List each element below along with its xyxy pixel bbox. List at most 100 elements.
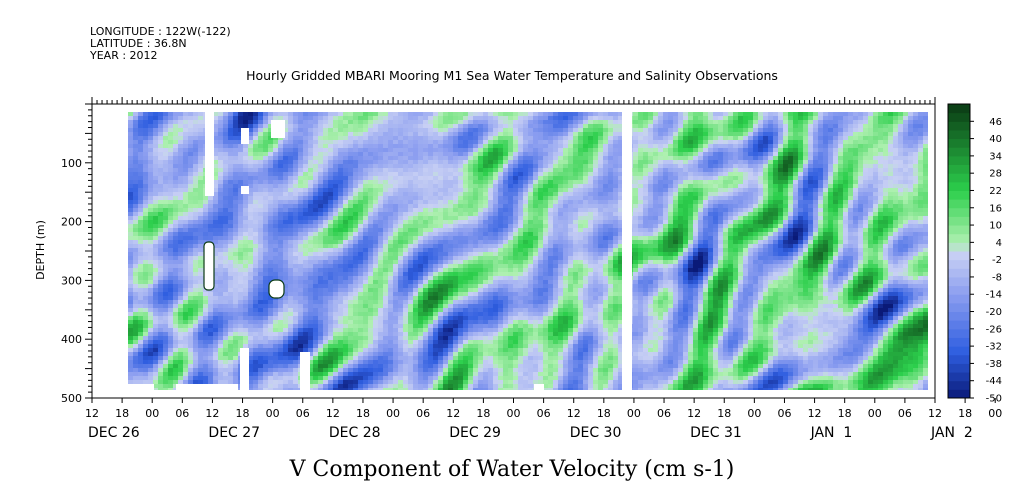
heatmap-cell bbox=[703, 124, 708, 128]
heatmap-cell bbox=[603, 176, 608, 180]
heatmap-cell bbox=[683, 188, 688, 192]
heatmap-cell bbox=[758, 216, 763, 220]
heatmap-cell bbox=[853, 144, 858, 148]
heatmap-cell bbox=[738, 220, 743, 224]
heatmap-cell bbox=[193, 168, 198, 172]
heatmap-cell bbox=[258, 188, 263, 192]
heatmap-cell bbox=[618, 132, 623, 136]
heatmap-cell bbox=[888, 112, 893, 116]
heatmap-cell bbox=[423, 228, 428, 232]
heatmap-cell bbox=[598, 192, 603, 196]
heatmap-cell bbox=[503, 128, 508, 132]
heatmap-cell bbox=[353, 220, 358, 224]
heatmap-cell bbox=[793, 224, 798, 228]
heatmap-cell bbox=[343, 148, 348, 152]
heatmap-cell bbox=[873, 232, 878, 236]
heatmap-cell bbox=[748, 200, 753, 204]
heatmap-cell bbox=[878, 136, 883, 140]
heatmap-cell bbox=[488, 120, 493, 124]
heatmap-cell bbox=[143, 112, 148, 116]
heatmap-cell bbox=[843, 168, 848, 172]
heatmap-cell bbox=[183, 112, 188, 116]
heatmap-cell bbox=[343, 220, 348, 224]
heatmap-cell bbox=[828, 180, 833, 184]
heatmap-cell bbox=[408, 156, 413, 160]
heatmap-cell bbox=[648, 168, 653, 172]
heatmap-cell bbox=[353, 184, 358, 188]
heatmap-cell bbox=[238, 140, 243, 144]
heatmap-cell bbox=[593, 136, 598, 140]
heatmap-cell bbox=[718, 196, 723, 200]
heatmap-cell bbox=[458, 228, 463, 232]
heatmap-cell bbox=[388, 112, 393, 116]
heatmap-cell bbox=[848, 136, 853, 140]
heatmap-cell bbox=[173, 160, 178, 164]
heatmap-cell bbox=[313, 216, 318, 220]
heatmap-cell bbox=[703, 224, 708, 228]
heatmap-cell bbox=[813, 184, 818, 188]
heatmap-cell bbox=[778, 200, 783, 204]
heatmap-cell bbox=[283, 116, 288, 120]
heatmap-cell bbox=[228, 220, 233, 224]
heatmap-cell bbox=[433, 216, 438, 220]
heatmap-cell bbox=[678, 192, 683, 196]
heatmap-cell bbox=[698, 180, 703, 184]
heatmap-cell bbox=[218, 236, 223, 240]
heatmap-cell bbox=[773, 184, 778, 188]
heatmap-cell bbox=[873, 224, 878, 228]
heatmap-cell bbox=[313, 232, 318, 236]
heatmap-cell bbox=[848, 220, 853, 224]
heatmap-cell bbox=[883, 148, 888, 152]
heatmap-cell bbox=[243, 208, 248, 212]
heatmap-cell bbox=[233, 180, 238, 184]
heatmap-cell bbox=[733, 112, 738, 116]
heatmap-cell bbox=[263, 176, 268, 180]
heatmap-cell bbox=[483, 112, 488, 116]
heatmap-cell bbox=[138, 216, 143, 220]
heatmap-cell bbox=[868, 192, 873, 196]
heatmap-cell bbox=[448, 136, 453, 140]
heatmap-cell bbox=[763, 212, 768, 216]
heatmap-cell bbox=[373, 200, 378, 204]
heatmap-cell bbox=[683, 160, 688, 164]
heatmap-cell bbox=[583, 224, 588, 228]
heatmap-cell bbox=[278, 144, 283, 148]
heatmap-cell bbox=[323, 140, 328, 144]
heatmap-cell bbox=[533, 144, 538, 148]
heatmap-cell bbox=[743, 136, 748, 140]
heatmap-cell bbox=[718, 192, 723, 196]
heatmap-cell bbox=[248, 200, 253, 204]
heatmap-cell bbox=[598, 196, 603, 200]
heatmap-cell bbox=[403, 192, 408, 196]
heatmap-cell bbox=[698, 144, 703, 148]
heatmap-cell bbox=[583, 156, 588, 160]
heatmap-cell bbox=[808, 112, 813, 116]
heatmap-cell bbox=[773, 132, 778, 136]
heatmap-cell bbox=[358, 140, 363, 144]
heatmap-cell bbox=[303, 128, 308, 132]
heatmap-cell bbox=[803, 124, 808, 128]
heatmap-cell bbox=[143, 124, 148, 128]
heatmap-cell bbox=[353, 152, 358, 156]
heatmap-cell bbox=[793, 172, 798, 176]
heatmap-cell bbox=[163, 204, 168, 208]
heatmap-cell bbox=[773, 152, 778, 156]
heatmap-cell bbox=[723, 120, 728, 124]
heatmap-cell bbox=[383, 144, 388, 148]
heatmap-cell bbox=[393, 124, 398, 128]
heatmap-cell bbox=[493, 212, 498, 216]
heatmap-cell bbox=[543, 164, 548, 168]
heatmap-cell bbox=[908, 112, 913, 116]
heatmap-cell bbox=[523, 152, 528, 156]
heatmap-cell bbox=[278, 232, 283, 236]
heatmap-cell bbox=[733, 120, 738, 124]
heatmap-cell bbox=[668, 228, 673, 232]
heatmap-cell bbox=[543, 232, 548, 236]
heatmap-cell bbox=[533, 216, 538, 220]
heatmap-cell bbox=[758, 128, 763, 132]
heatmap-cell bbox=[358, 156, 363, 160]
heatmap-cell bbox=[488, 228, 493, 232]
heatmap-cell bbox=[793, 212, 798, 216]
heatmap-cell bbox=[248, 120, 253, 124]
heatmap-cell bbox=[848, 120, 853, 124]
